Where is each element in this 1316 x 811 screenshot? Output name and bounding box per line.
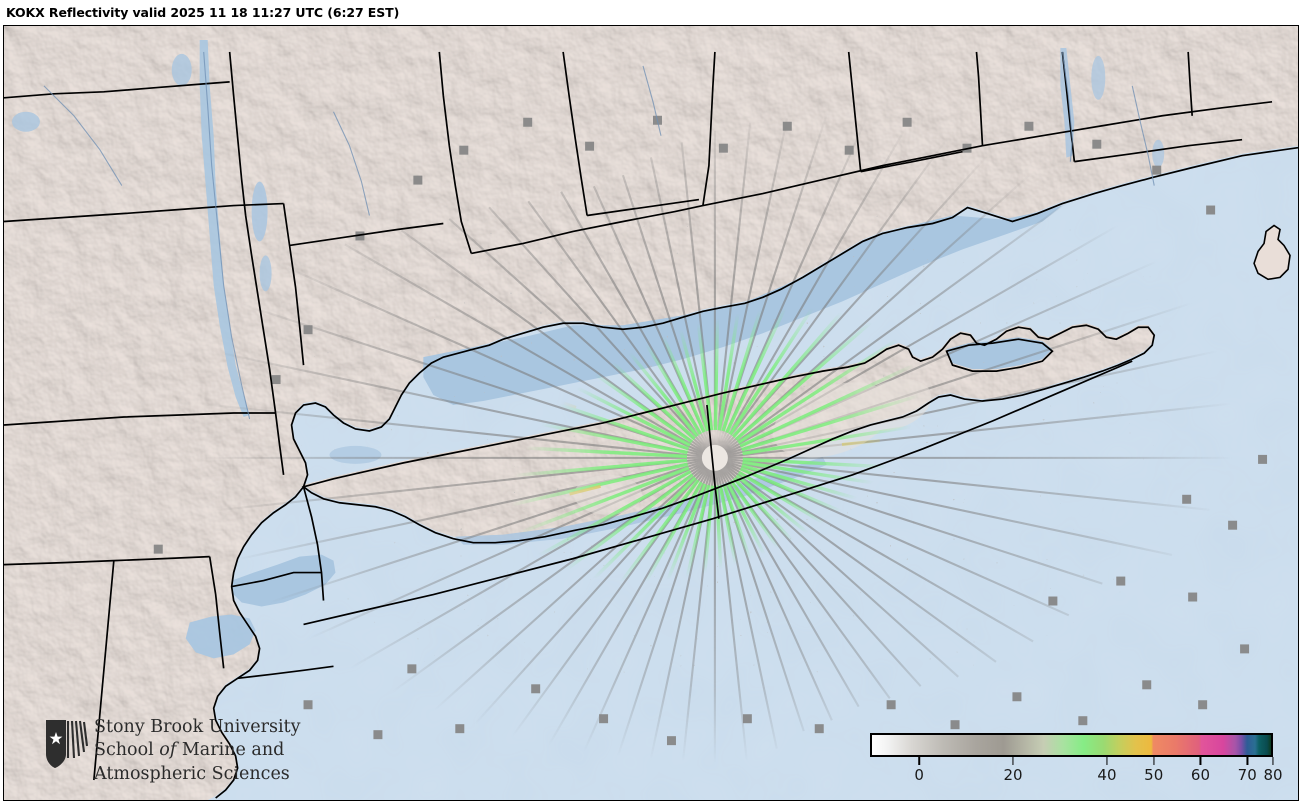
tick-label: 80	[1263, 766, 1283, 784]
tick-label: 50	[1144, 766, 1164, 784]
colorbar-tick-60: 60	[1191, 757, 1210, 784]
colorbar-tick-80: 80	[1263, 757, 1283, 784]
title-bar: KOKX Reflectivity valid 2025 11 18 11:27…	[0, 0, 1316, 24]
river-lines	[43, 51, 1155, 420]
radar-site-marker	[701, 444, 728, 471]
page-title: KOKX Reflectivity valid 2025 11 18 11:27…	[6, 4, 400, 20]
tick-mark	[1106, 757, 1108, 765]
tick-label: 70	[1237, 766, 1257, 784]
tick-label: 60	[1190, 766, 1210, 784]
colorbar-box	[870, 733, 1273, 757]
tick-mark	[1272, 757, 1274, 765]
colorbar-tick-40: 40	[1097, 757, 1117, 784]
tick-label: 40	[1097, 766, 1117, 784]
reflectivity-colorbar: 0 20 40 50 60 70 80	[870, 733, 1283, 800]
tick-mark	[1246, 757, 1248, 765]
colorbar-ticks: 0 20 40 50 60 70 80	[870, 757, 1283, 797]
tick-mark	[1152, 757, 1155, 765]
tick-mark	[1012, 757, 1014, 765]
colorbar-tick-50: 50	[1144, 757, 1163, 784]
tick-label: 0	[914, 766, 924, 784]
tick-mark	[1199, 757, 1202, 765]
colorbar-tick-20: 20	[1004, 757, 1023, 784]
radar-map-frame: Stony Brook University School of Marine …	[3, 25, 1299, 801]
tick-mark	[918, 757, 920, 765]
map-graphic	[4, 26, 1298, 800]
scattered-echo-blocks	[153, 115, 1268, 746]
colorbar-tick-70: 70	[1238, 757, 1257, 784]
map-canvas	[4, 26, 1298, 800]
radar-green-layer	[417, 257, 1003, 649]
colorbar-gradient	[872, 735, 1271, 755]
colorbar-tick-0: 0	[914, 757, 924, 784]
boundary-lines	[4, 51, 1298, 799]
tick-label: 20	[1003, 766, 1023, 784]
